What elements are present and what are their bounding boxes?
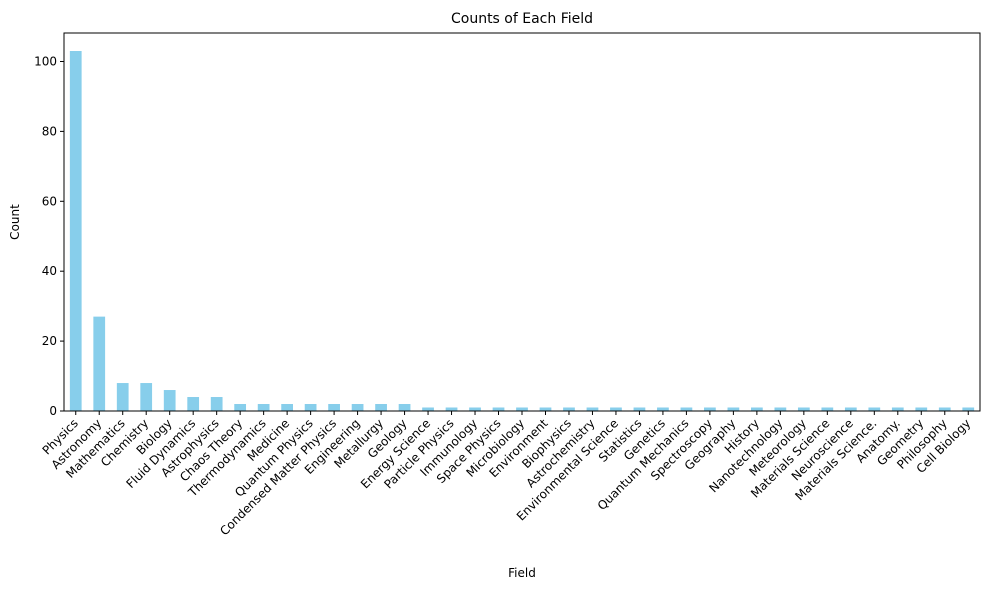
bar-mathematics [116,383,129,411]
bar-materials-science [868,407,881,411]
y-tick-label: 0 [49,404,57,418]
y-axis: 0 20 40 60 80 100 [34,54,64,418]
bar-statistics [633,407,646,411]
bar-quantum-physics [304,404,317,411]
bar-medicine [281,404,293,411]
bars-group [69,51,975,411]
y-tick-label: 40 [42,264,57,278]
bar-quantum-mechanics [680,407,693,411]
bar-condensed-matter-physics [328,404,340,411]
bar-geometry [915,407,928,411]
bar-biophysics [563,407,575,411]
bar-philosophy [938,407,951,411]
bar-thermodynamics [257,404,270,411]
bar-spectroscopy [704,407,716,411]
bar-neuroscience [844,407,857,411]
bar-astronomy [93,316,106,411]
bar-astrochemistry [586,407,599,411]
bar-engineering [351,404,364,411]
bar-energy-science [422,407,434,411]
bar-metallurgy [375,404,387,411]
bar-environment [539,407,552,411]
bar-nanotechnology [774,407,787,411]
chart-title: Counts of Each Field [451,11,593,27]
bar-microbiology [516,407,528,411]
bar-immunology [469,407,481,411]
bar-genetics [657,407,669,411]
bar-meteorology [797,407,810,411]
bar-history [751,407,763,411]
bar-chaos-theory [234,404,247,411]
bar-environmental-science [610,407,622,411]
y-tick-label: 80 [42,124,57,138]
bar-anatomy [891,407,904,411]
bar-particle-physics [445,407,458,411]
y-tick-label: 100 [34,54,57,68]
bar-physics [69,51,82,411]
x-axis-title: Field [508,566,536,580]
bar-biology [163,390,176,411]
bar-chemistry [140,383,153,411]
y-tick-label: 60 [42,194,57,208]
bar-cell-biology [962,407,975,411]
bar-astrophysics [210,397,223,411]
bar-space-physics [492,407,505,411]
bar-materials-science [821,407,834,411]
plot-frame [63,32,981,412]
y-tick-label: 20 [42,334,57,348]
bar-geography [727,407,740,411]
y-axis-title: Count [8,204,22,240]
bar-fluid-dynamics [187,397,200,411]
x-axis: PhysicsAstronomyMathematicsChemistryBiol… [40,411,973,538]
bar-geology [398,404,411,411]
